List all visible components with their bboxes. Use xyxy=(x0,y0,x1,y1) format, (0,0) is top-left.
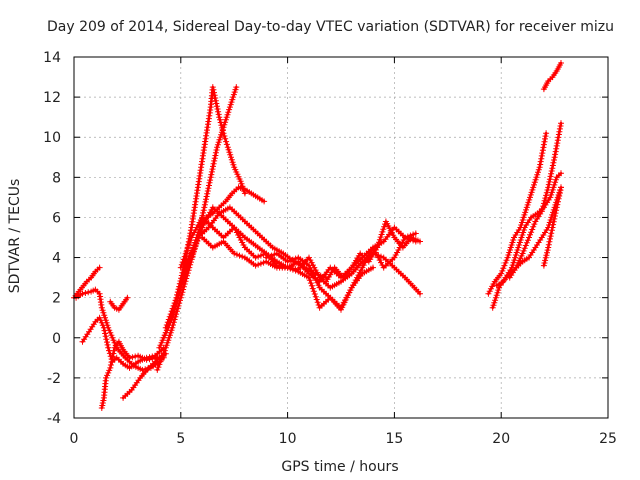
series-point xyxy=(98,338,167,411)
grid xyxy=(74,57,608,418)
y-axis-label: SDTVAR / TECUs xyxy=(7,179,23,294)
series-point xyxy=(506,120,564,281)
series-group xyxy=(71,60,564,411)
series-point xyxy=(540,60,564,93)
x-tick-label: 20 xyxy=(492,431,510,447)
series-line xyxy=(81,316,165,370)
series-markers xyxy=(485,130,550,297)
y-tick-label: 0 xyxy=(52,331,61,347)
y-tick-label: 12 xyxy=(43,90,61,106)
x-tick-label: 5 xyxy=(176,431,185,447)
y-tick-label: 8 xyxy=(52,170,61,186)
y-axis: -4 -2 0 2 4 6 8 10 12 14 xyxy=(43,50,608,427)
series-sat-a xyxy=(71,264,103,301)
x-axis: 0 5 10 15 20 25 xyxy=(70,57,617,447)
series-point xyxy=(107,294,131,313)
series-markers xyxy=(540,184,564,269)
y-tick-label: 4 xyxy=(52,251,61,267)
series-point xyxy=(540,184,564,269)
series-markers xyxy=(540,60,564,93)
series-markers xyxy=(506,120,564,281)
series-sat-e xyxy=(107,294,131,313)
series-markers xyxy=(98,338,167,411)
series-sat-t xyxy=(540,184,564,269)
x-axis-label: GPS time / hours xyxy=(281,459,398,475)
y-tick-label: -4 xyxy=(47,411,61,427)
series-markers xyxy=(188,204,423,297)
x-tick-label: 10 xyxy=(279,431,297,447)
series-point xyxy=(188,204,423,297)
series-sat-u xyxy=(540,60,564,93)
y-tick-label: 6 xyxy=(52,210,61,226)
y-tick-label: 2 xyxy=(52,291,61,307)
y-tick-label: 14 xyxy=(43,50,61,66)
y-tick-label: -2 xyxy=(47,371,61,387)
x-tick-label: 15 xyxy=(385,431,403,447)
series-sat-s xyxy=(506,120,564,281)
series-point xyxy=(485,130,550,297)
chart-title: Day 209 of 2014, Sidereal Day-to-day VTE… xyxy=(47,19,614,35)
series-point xyxy=(323,218,423,285)
series-sat-p xyxy=(485,130,550,297)
series-sat-o xyxy=(323,218,423,285)
series-sat-l xyxy=(188,204,423,297)
x-tick-label: 25 xyxy=(599,431,617,447)
x-tick-label: 0 xyxy=(70,431,79,447)
series-line xyxy=(100,340,165,410)
series-sat-d xyxy=(98,338,167,411)
plot-frame xyxy=(73,56,609,419)
series-markers xyxy=(323,218,423,285)
y-tick-label: 10 xyxy=(43,130,61,146)
series-markers xyxy=(107,294,131,313)
